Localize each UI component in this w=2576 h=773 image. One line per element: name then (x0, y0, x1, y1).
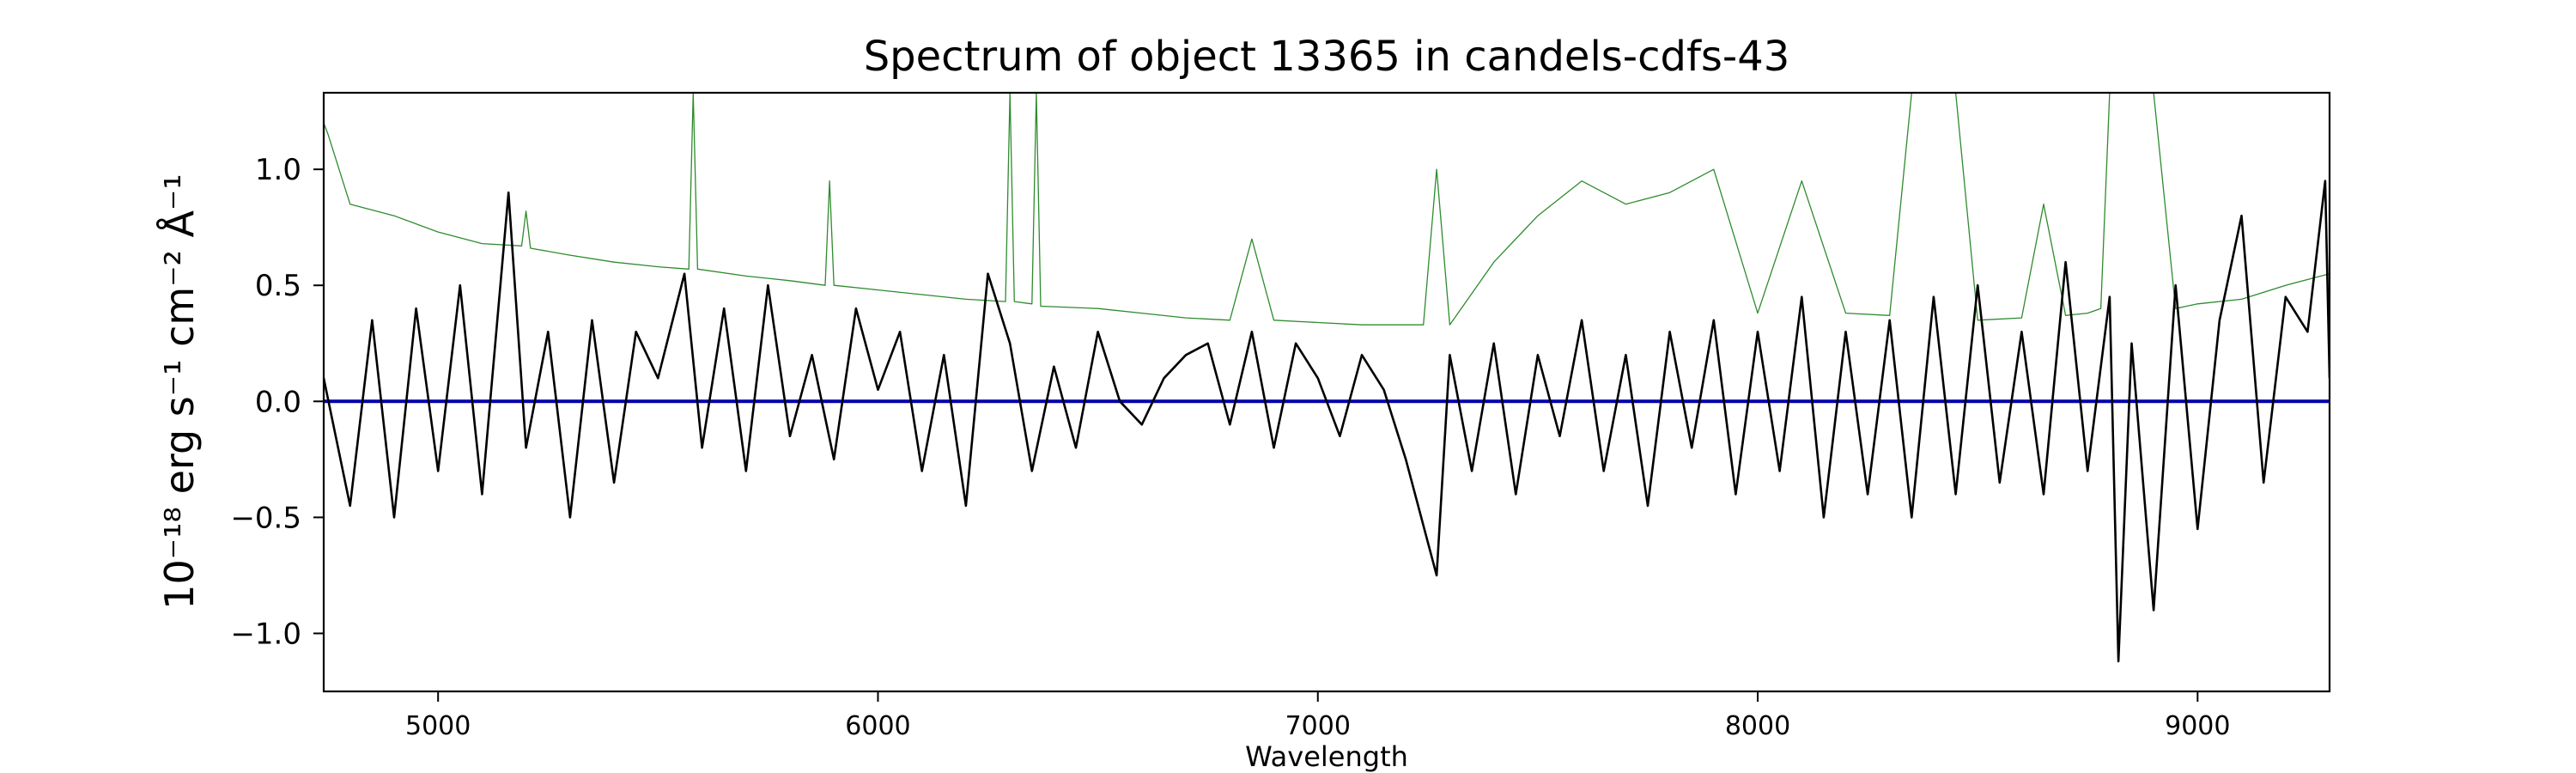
y-tick-label: −1.0 (230, 617, 301, 651)
x-tick-label: 7000 (1285, 711, 1351, 741)
x-axis: 5000 6000 7000 8000 9000 (405, 691, 2230, 741)
plot-area (324, 93, 2330, 663)
y-axis: −1.0 −0.5 0.0 0.5 1.0 (230, 153, 324, 651)
chart-title: Spectrum of object 13365 in candels-cdfs… (864, 33, 1790, 81)
x-tick-label: 9000 (2165, 711, 2230, 741)
y-tick-label: 1.0 (255, 153, 301, 187)
y-axis-label: 10⁻¹⁸ erg s⁻¹ cm⁻² Å⁻¹ (156, 173, 203, 609)
x-tick-label: 8000 (1725, 711, 1790, 741)
x-axis-label: Wavelength (1245, 740, 1408, 773)
flux-line (324, 180, 2330, 663)
y-tick-label: 0.5 (255, 269, 301, 303)
x-tick-label: 5000 (405, 711, 471, 741)
model-line (324, 93, 2330, 326)
x-tick-label: 6000 (845, 711, 910, 741)
y-tick-label: 0.0 (255, 385, 301, 419)
y-tick-label: −0.5 (230, 501, 301, 535)
plot-frame (322, 91, 2331, 693)
